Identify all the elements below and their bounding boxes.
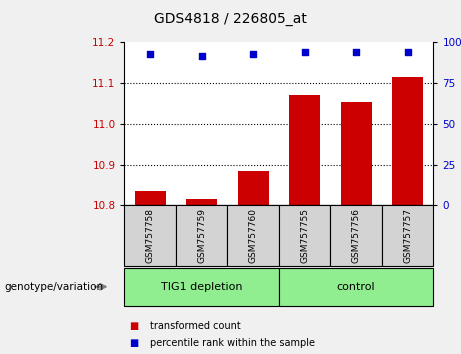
- Text: ■: ■: [129, 321, 138, 331]
- Point: [249, 51, 257, 57]
- Bar: [382, 205, 433, 266]
- Point: [198, 53, 206, 58]
- Text: GSM757757: GSM757757: [403, 208, 412, 263]
- Text: control: control: [337, 282, 375, 292]
- Point: [301, 50, 308, 55]
- Point: [404, 50, 411, 55]
- Point: [147, 51, 154, 57]
- Bar: [392, 77, 423, 205]
- Bar: [124, 205, 176, 266]
- Text: GSM757760: GSM757760: [248, 208, 258, 263]
- Text: GSM757755: GSM757755: [300, 208, 309, 263]
- Point: [352, 50, 360, 55]
- Bar: [186, 199, 217, 205]
- Bar: [238, 171, 269, 205]
- Bar: [227, 205, 279, 266]
- Text: percentile rank within the sample: percentile rank within the sample: [150, 338, 315, 348]
- Text: GSM757759: GSM757759: [197, 208, 206, 263]
- Text: GSM757756: GSM757756: [352, 208, 361, 263]
- Bar: [279, 205, 331, 266]
- Text: ■: ■: [129, 338, 138, 348]
- Bar: [331, 205, 382, 266]
- Text: genotype/variation: genotype/variation: [5, 282, 104, 292]
- Text: GSM757758: GSM757758: [146, 208, 155, 263]
- Bar: [289, 96, 320, 205]
- Bar: [135, 191, 165, 205]
- Bar: [279, 268, 433, 306]
- Bar: [176, 205, 227, 266]
- Text: GDS4818 / 226805_at: GDS4818 / 226805_at: [154, 12, 307, 27]
- Bar: [341, 102, 372, 205]
- Text: transformed count: transformed count: [150, 321, 241, 331]
- Bar: [124, 268, 279, 306]
- Text: TIG1 depletion: TIG1 depletion: [161, 282, 242, 292]
